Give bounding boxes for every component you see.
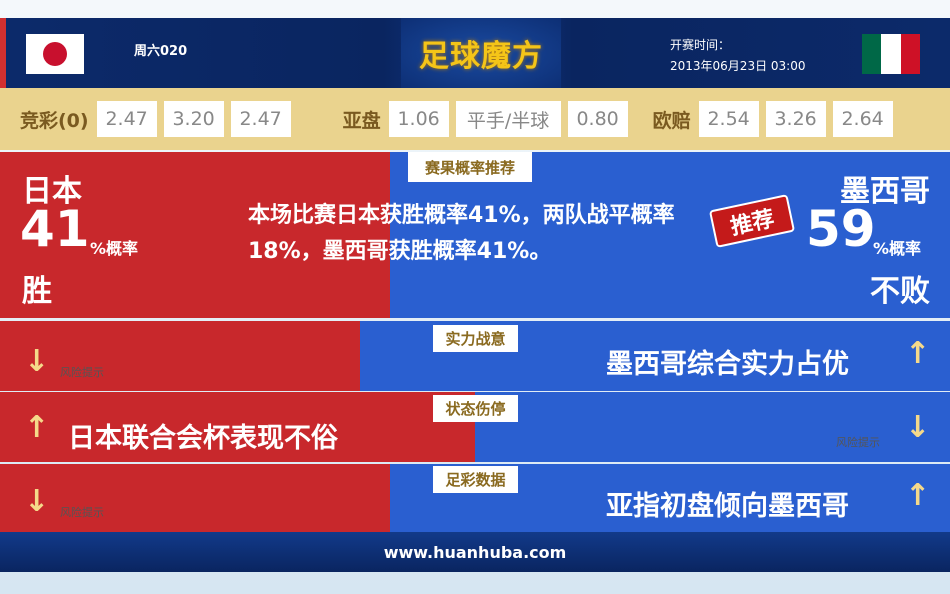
row-text: 日本联合会杯表现不俗 [68, 423, 338, 454]
row-tab: 足彩数据 [433, 466, 518, 493]
odds-value: 平手/半球 [455, 101, 561, 137]
row-text: 墨西哥综合实力占优 [606, 349, 849, 380]
arrow-down-icon: ↓ [905, 410, 931, 445]
row-tab: 实力战意 [433, 325, 518, 352]
yp-label: 亚盘 [342, 109, 381, 132]
mexico-flag-icon [862, 34, 920, 74]
home-percent: 41 [20, 200, 90, 258]
op-label: 欧赔 [652, 109, 691, 132]
home-team-name: 日本 [22, 174, 82, 209]
away-result: 不败 [870, 274, 930, 309]
odds-value: 3.26 [765, 101, 826, 137]
odds-value: 3.20 [163, 101, 224, 137]
odds-value: 0.80 [567, 101, 628, 137]
row-left [0, 321, 360, 391]
prediction-summary: 本场比赛日本获胜概率41%，两队战平概率18%，墨西哥获胜概率41%。 [248, 203, 675, 264]
prediction-tab: 赛果概率推荐 [408, 152, 532, 182]
risk-hint: 风险提示 [60, 506, 104, 519]
kickoff-time: 2013年06月23日 03:00 [670, 59, 806, 73]
logo: 足球魔方 [401, 18, 561, 88]
odds-value: 2.64 [832, 101, 893, 137]
japan-flag-icon [26, 34, 84, 74]
arrow-up-icon: ↑ [905, 336, 931, 371]
row-text: 亚指初盘倾向墨西哥 [606, 491, 849, 522]
away-percent: 59 [806, 200, 876, 258]
home-prediction-panel [0, 152, 390, 318]
home-result: 胜 [22, 274, 52, 309]
odds-value: 2.47 [96, 101, 157, 137]
risk-hint: 风险提示 [836, 436, 880, 449]
percent-unit: %概率 [90, 239, 139, 258]
risk-hint: 风险提示 [60, 366, 104, 379]
arrow-down-icon: ↓ [24, 484, 50, 519]
footer-url[interactable]: www.huanhuba.com [0, 532, 950, 572]
row-left [0, 464, 390, 532]
match-header: 周六020 足球魔方 开赛时间： 2013年06月23日 03:00 [0, 18, 950, 88]
kickoff-label: 开赛时间： [670, 38, 731, 52]
odds-value: 2.54 [698, 101, 759, 137]
row-tab: 状态伤停 [433, 395, 518, 422]
odds-bar: 竞彩(0) 2.47 3.20 2.47 亚盘 1.06 平手/半球 0.80 … [0, 88, 950, 150]
percent-unit: %概率 [873, 239, 922, 258]
odds-value: 2.47 [230, 101, 291, 137]
arrow-up-icon: ↑ [905, 478, 931, 513]
away-team-name: 墨西哥 [840, 174, 930, 209]
row-right [475, 392, 950, 462]
arrow-down-icon: ↓ [24, 344, 50, 379]
row-left [0, 392, 475, 462]
odds-value: 1.06 [388, 101, 449, 137]
jc-label: 竞彩(0) [20, 109, 89, 132]
match-number: 周六020 [134, 44, 188, 59]
arrow-up-icon: ↑ [24, 410, 50, 445]
